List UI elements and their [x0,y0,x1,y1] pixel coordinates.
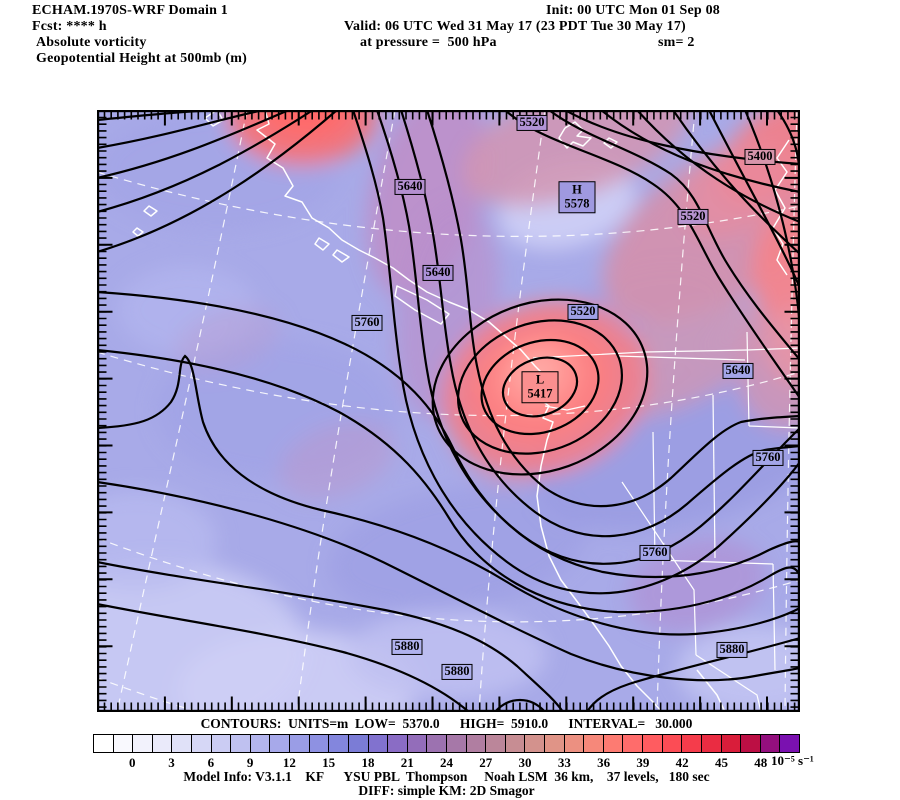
colorbar-tick-12: 12 [282,755,296,770]
map-frame-border [97,110,800,712]
colorbar-tick-24: 24 [440,755,453,770]
height-contour-lines [97,110,800,712]
colorbar-cell-21 [505,735,526,752]
colorbar-cell-23 [545,735,565,752]
colorbar-tick-18: 18 [361,755,375,770]
colorbar-tick-36: 36 [597,755,611,770]
colorbar-cell-24 [564,735,585,752]
diffusion-info-line: DIFF: simple KM: 2D Smagor [358,783,535,798]
colorbar-cell-34 [760,735,781,752]
colorbar-cell-14 [368,735,389,752]
colorbar-cell-6 [211,735,232,752]
colorbar-tick-labels: 0 3 6 9 12 15 18 21 24 27 30 33 36 39 42 45 48 [93,755,853,771]
colorbar-tick-48: 48 [754,755,768,770]
colorbar-tick-42: 42 [675,755,689,770]
colorbar-cell-20 [486,735,506,752]
state-border-lines [532,331,800,712]
model-domain-title: ECHAM.1970S-WRF Domain 1 [32,3,229,18]
colorbar-cell-15 [388,735,408,752]
colorbar-cell-2 [133,735,153,752]
colorbar-cell-0 [94,735,114,752]
colorbar-tick-21: 21 [400,755,414,770]
map-canvas [97,110,800,712]
colorbar-cell-28 [643,735,663,752]
colorbar-tick-30: 30 [518,755,532,770]
height-field-label: Geopotential Height at 500mb (m) [36,51,247,66]
colorbar-cell-35 [780,735,799,752]
colorbar-unit-label: 10⁻⁵ s⁻¹ [771,753,814,768]
colorbar-cell-3 [152,735,173,752]
forecast-hour-label: Fcst: **** h [32,19,107,34]
init-time-label: Init: 00 UTC Mon 01 Sep 08 [546,3,720,18]
colorbar-cell-7 [231,735,251,752]
colorbar-cell-16 [407,735,428,752]
colorbar-cell-29 [662,735,683,752]
colorbar-tick-15: 15 [322,755,336,770]
colorbar-cell-11 [309,735,330,752]
colorbar-cell-12 [329,735,349,752]
colorbar-cell-10 [290,735,310,752]
colorbar-tick-3: 3 [168,755,175,770]
contour-info-line: CONTOURS: UNITS=m LOW= 5370.0 HIGH= 5910… [200,716,693,731]
colorbar-cell-30 [682,735,702,752]
model-info-line: Model Info: V3.1.1 KF YSU PBL Thompson N… [183,769,710,784]
colorbar-cell-5 [192,735,212,752]
colorbar-cell-26 [603,735,624,752]
colorbar-cell-31 [701,735,722,752]
colorbar-cell-9 [270,735,291,752]
pressure-label: at pressure = 500 hPa [360,35,497,50]
colorbar-cell-18 [446,735,467,752]
colorbar-cell-8 [250,735,271,752]
vorticity-colorbar [93,734,800,753]
colorbar-cell-22 [525,735,546,752]
colorbar-cell-33 [741,735,761,752]
colorbar-tick-9: 9 [246,755,254,770]
colorbar-tick-27: 27 [479,755,493,770]
colorbar-tick-6: 6 [207,755,215,770]
map-plot-area: 5520 5400 5520 5640 5640 5760 5520 5640 5760 5760… [97,110,800,712]
colorbar-tick-33: 33 [557,755,571,770]
colorbar-cell-19 [466,735,487,752]
colorbar-cell-25 [584,735,604,752]
colorbar-cell-32 [721,735,742,752]
colorbar-cell-17 [427,735,447,752]
colorbar-cell-1 [113,735,134,752]
field-name-label: Absolute vorticity [36,35,147,50]
valid-time-label: Valid: 06 UTC Wed 31 May 17 (23 PDT Tue … [344,19,686,34]
colorbar-cell-4 [172,735,193,752]
colorbar-cell-13 [348,735,369,752]
colorbar-tick-0: 0 [129,755,136,770]
colorbar-tick-39: 39 [636,755,650,770]
colorbar-cell-27 [623,735,644,752]
smoothing-label: sm= 2 [658,35,695,50]
colorbar-tick-45: 45 [714,755,728,770]
